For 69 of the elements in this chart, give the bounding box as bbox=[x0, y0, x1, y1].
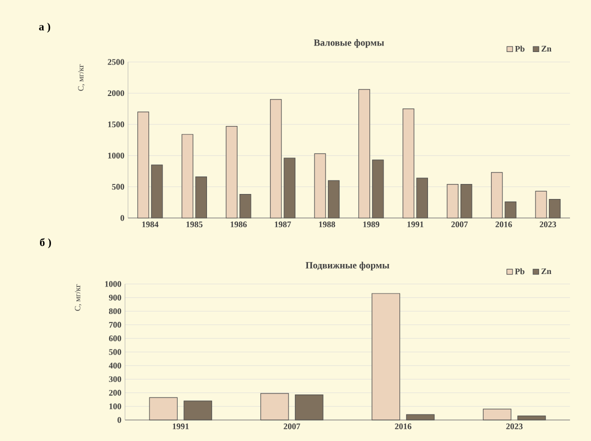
legend-label: Zn bbox=[542, 46, 552, 52]
y-tick-label: 0 bbox=[120, 215, 124, 221]
x-tick-label: 2023 bbox=[506, 424, 523, 430]
text: б ) bbox=[40, 238, 51, 248]
y-tick-label: 300 bbox=[109, 376, 122, 382]
x-tick-label: 2016 bbox=[394, 424, 412, 430]
x-tick-label: 1987 bbox=[274, 222, 291, 228]
bar bbox=[270, 99, 282, 218]
y-tick-label: 1000 bbox=[105, 281, 122, 287]
y-tick-label: 800 bbox=[109, 308, 122, 314]
text: а ) bbox=[39, 22, 50, 33]
bar bbox=[294, 394, 324, 420]
bar bbox=[535, 190, 547, 218]
x-tick-label: 1985 bbox=[186, 222, 202, 228]
x-tick-label: 1989 bbox=[363, 222, 380, 228]
bar bbox=[402, 108, 414, 218]
bar bbox=[358, 89, 370, 218]
bar bbox=[149, 397, 178, 420]
y-tick-label: 1000 bbox=[108, 152, 124, 158]
y-tick-label: 600 bbox=[109, 336, 122, 342]
bar bbox=[460, 184, 472, 218]
chart-title: Валовые формы bbox=[314, 39, 384, 48]
y-tick-label: 500 bbox=[109, 349, 122, 355]
legend-label: Pb bbox=[515, 46, 525, 52]
bar bbox=[517, 416, 546, 420]
bar bbox=[184, 400, 212, 420]
bar bbox=[548, 198, 561, 218]
y-tick-label: 2500 bbox=[108, 59, 124, 65]
bar bbox=[314, 153, 326, 218]
bar bbox=[328, 180, 340, 218]
bar bbox=[182, 134, 194, 218]
bar bbox=[446, 184, 458, 218]
y-tick-label: 500 bbox=[112, 184, 124, 190]
y-tick-label: 1500 bbox=[108, 122, 124, 128]
x-tick-label: 1984 bbox=[142, 222, 158, 228]
y-tick-label: 200 bbox=[109, 390, 122, 396]
bar bbox=[504, 201, 516, 218]
bar bbox=[482, 408, 512, 420]
bar bbox=[226, 126, 238, 218]
x-tick-label: 1991 bbox=[407, 222, 424, 228]
x-tick-label: 2023 bbox=[540, 222, 556, 228]
x-tick-label: 1988 bbox=[319, 222, 336, 228]
bar bbox=[284, 158, 296, 218]
chart-title: Подвижные формы bbox=[306, 262, 390, 270]
x-tick-label: 1986 bbox=[230, 222, 247, 228]
legend-label: Pb bbox=[514, 268, 524, 274]
y-tick-label: 2000 bbox=[108, 90, 124, 96]
bar bbox=[260, 393, 289, 420]
x-tick-label: 1991 bbox=[172, 424, 189, 430]
y-tick-label: 100 bbox=[109, 404, 122, 410]
y-tick-label: 400 bbox=[108, 362, 122, 368]
y-tick-label: 700 bbox=[109, 322, 122, 328]
legend-label: Zn bbox=[541, 268, 552, 274]
bar bbox=[137, 112, 150, 218]
bar bbox=[195, 176, 207, 218]
bar bbox=[151, 164, 163, 218]
bar bbox=[372, 160, 384, 218]
x-tick-label: 2016 bbox=[496, 222, 512, 228]
bar bbox=[372, 293, 400, 420]
x-tick-label: 2007 bbox=[451, 222, 468, 228]
bar bbox=[491, 172, 503, 218]
y-axis-title: С, мг/кг bbox=[78, 64, 85, 91]
bar bbox=[416, 178, 428, 218]
x-tick-label: 2007 bbox=[284, 424, 300, 430]
y-axis-title: С, мг/кг bbox=[74, 284, 82, 311]
bar bbox=[406, 414, 435, 420]
bar bbox=[240, 194, 252, 218]
y-tick-label: 900 bbox=[108, 294, 122, 300]
y-tick-label: 0 bbox=[118, 417, 122, 423]
